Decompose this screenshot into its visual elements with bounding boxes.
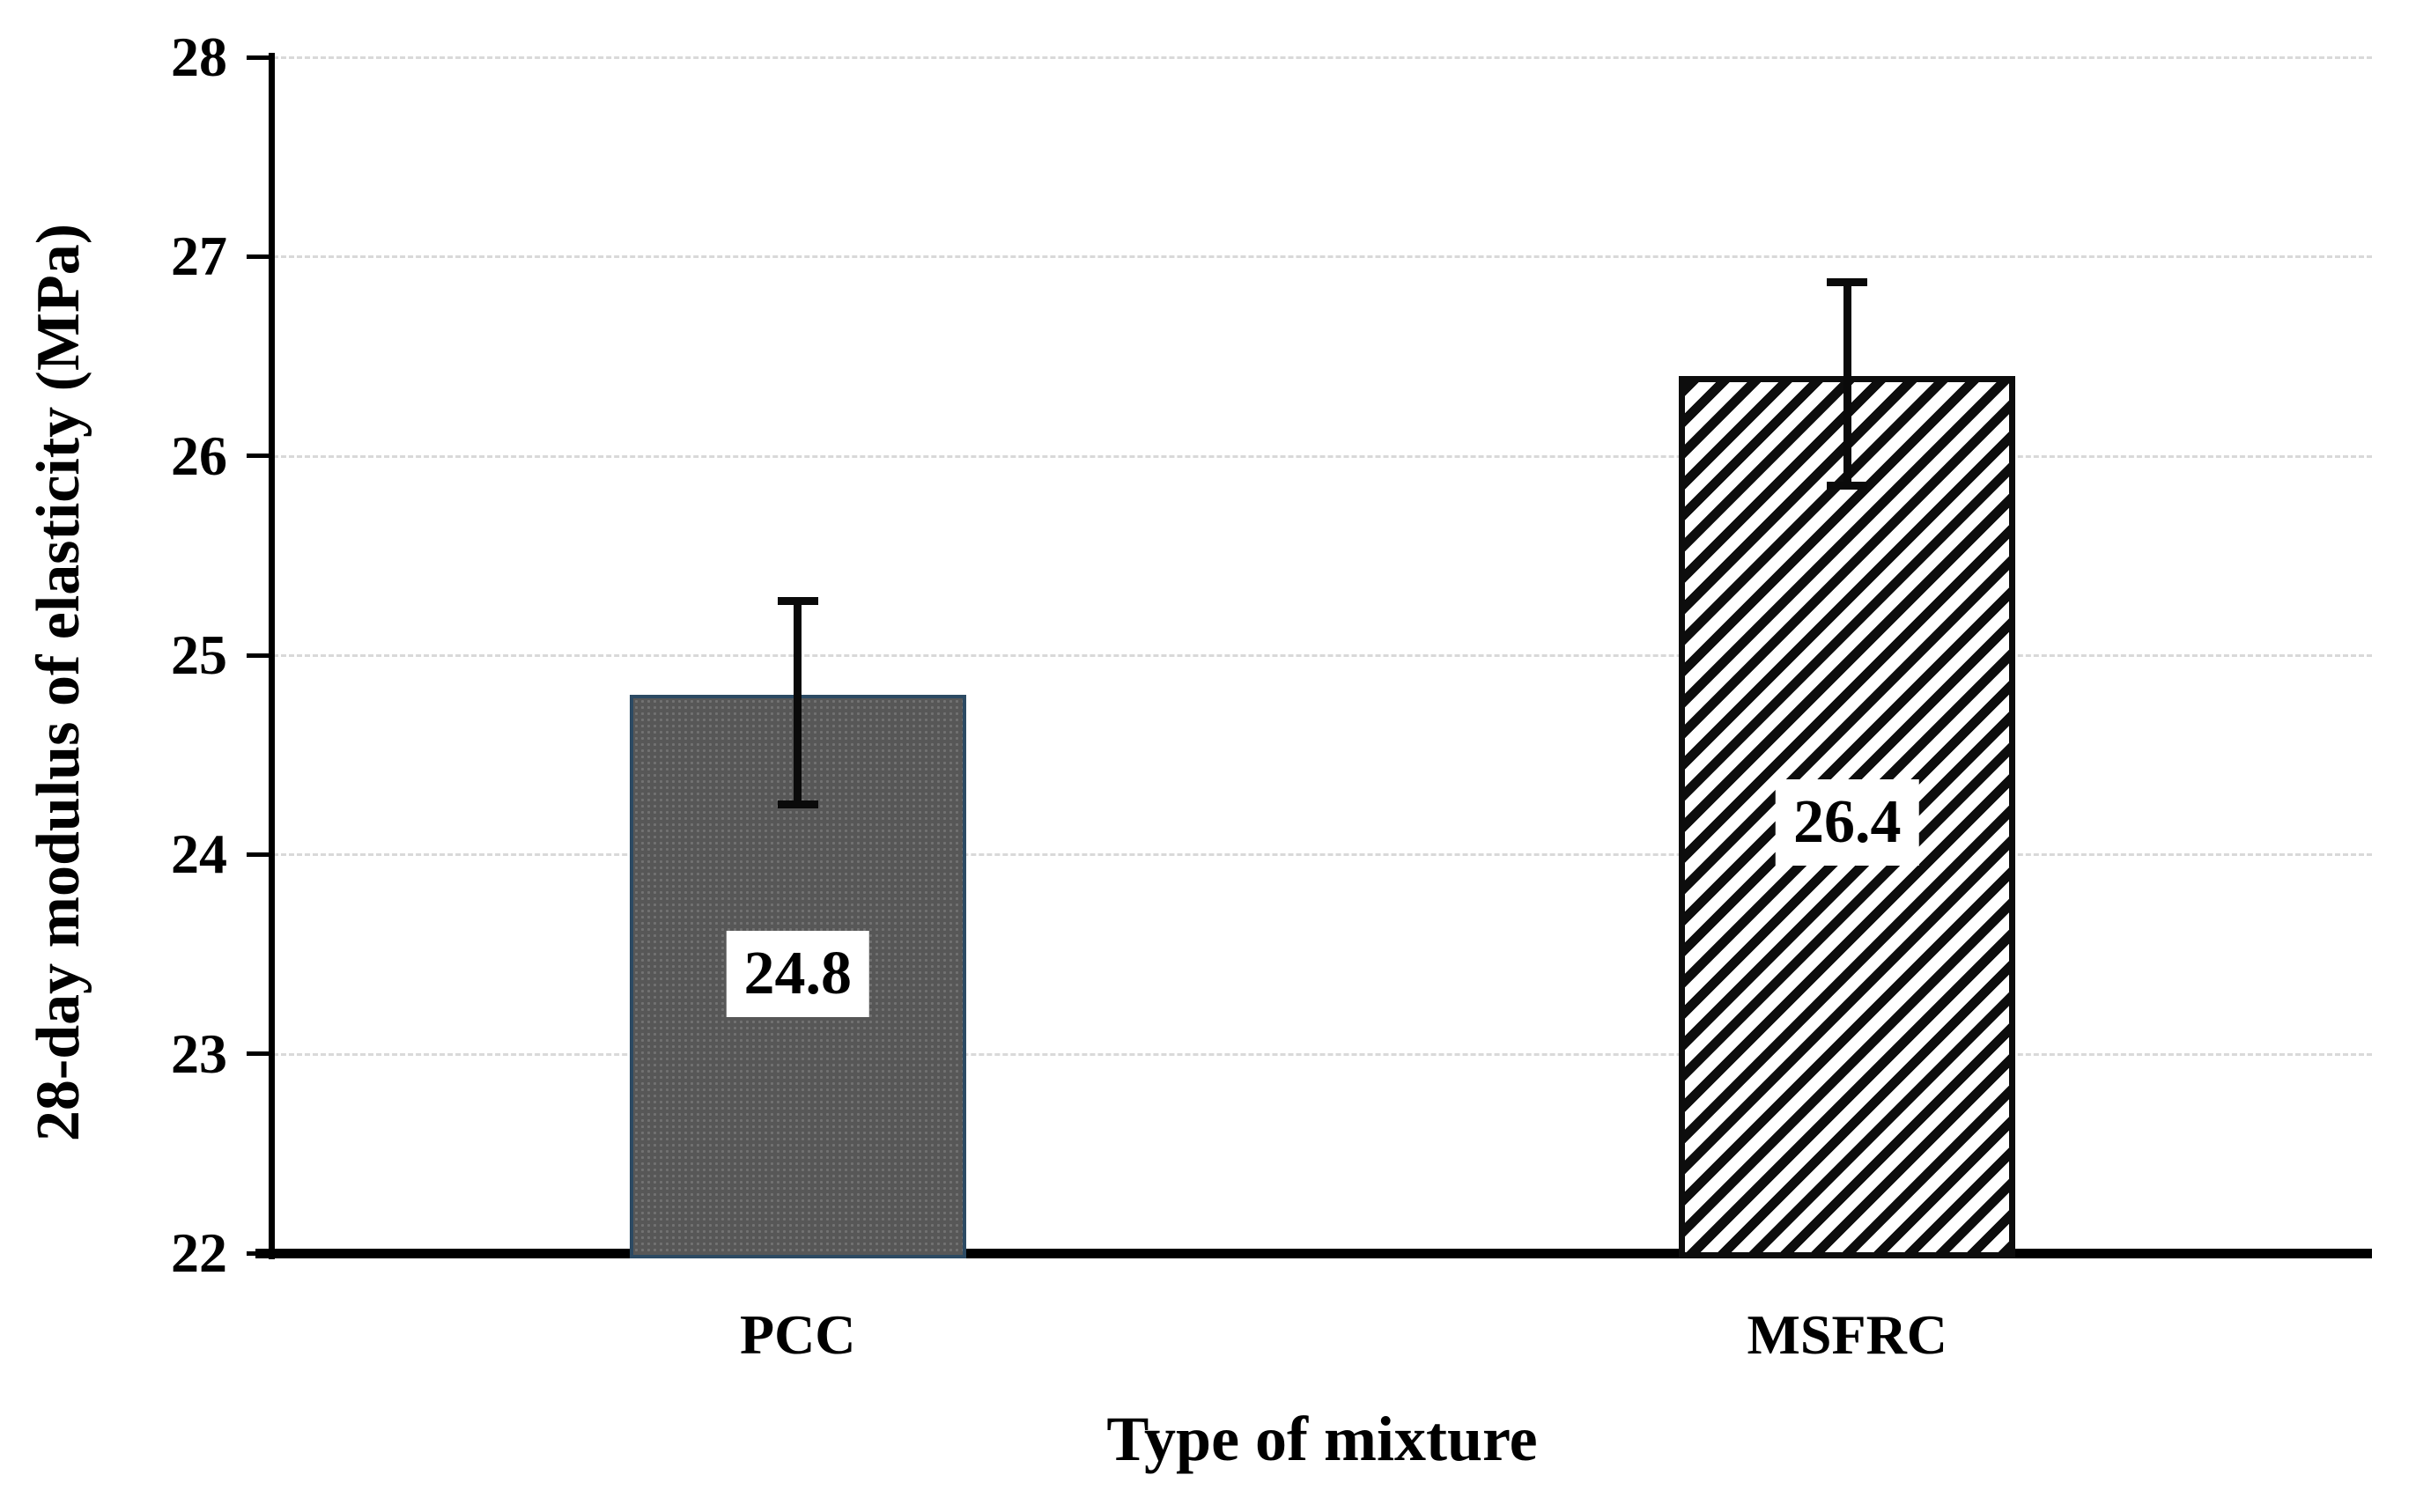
- y-axis-title: 28-day modulus of elasticity (MPa): [25, 223, 92, 1142]
- y-tick-label: 26: [171, 424, 227, 487]
- y-tick-label: 28: [171, 26, 227, 88]
- gridline: [273, 454, 2372, 458]
- y-tick-label: 27: [171, 225, 227, 288]
- y-tick-mark: [247, 852, 273, 857]
- error-bar-cap-top: [777, 597, 818, 606]
- x-category-label: PCC: [739, 1303, 856, 1366]
- y-tick-mark: [247, 254, 273, 259]
- bar-value-label: 26.4: [1776, 779, 1919, 867]
- y-tick-mark: [247, 55, 273, 60]
- x-category-label: MSFRC: [1747, 1303, 1948, 1366]
- y-tick-label: 23: [171, 1022, 227, 1085]
- y-tick-mark: [247, 454, 273, 459]
- gridline: [273, 853, 2372, 857]
- y-axis-line: [269, 53, 275, 1259]
- gridline: [273, 56, 2372, 59]
- gridline: [273, 654, 2372, 657]
- y-tick-mark: [247, 1051, 273, 1057]
- bar-value-label: 24.8: [726, 931, 869, 1018]
- x-axis-title: Type of mixture: [1106, 1404, 1538, 1474]
- y-tick-label: 22: [171, 1221, 227, 1284]
- gridline: [273, 1052, 2372, 1056]
- gridline: [273, 255, 2372, 259]
- error-bar-stem: [794, 601, 802, 805]
- y-tick-mark: [247, 653, 273, 658]
- x-axis-line: [255, 1249, 2372, 1258]
- y-tick-label: 25: [171, 623, 227, 686]
- error-bar-cap-top: [1827, 278, 1868, 287]
- y-tick-label: 24: [171, 822, 227, 886]
- error-bar-cap-bottom: [1827, 482, 1868, 490]
- error-bar-cap-bottom: [777, 800, 818, 809]
- error-bar-stem: [1843, 282, 1851, 486]
